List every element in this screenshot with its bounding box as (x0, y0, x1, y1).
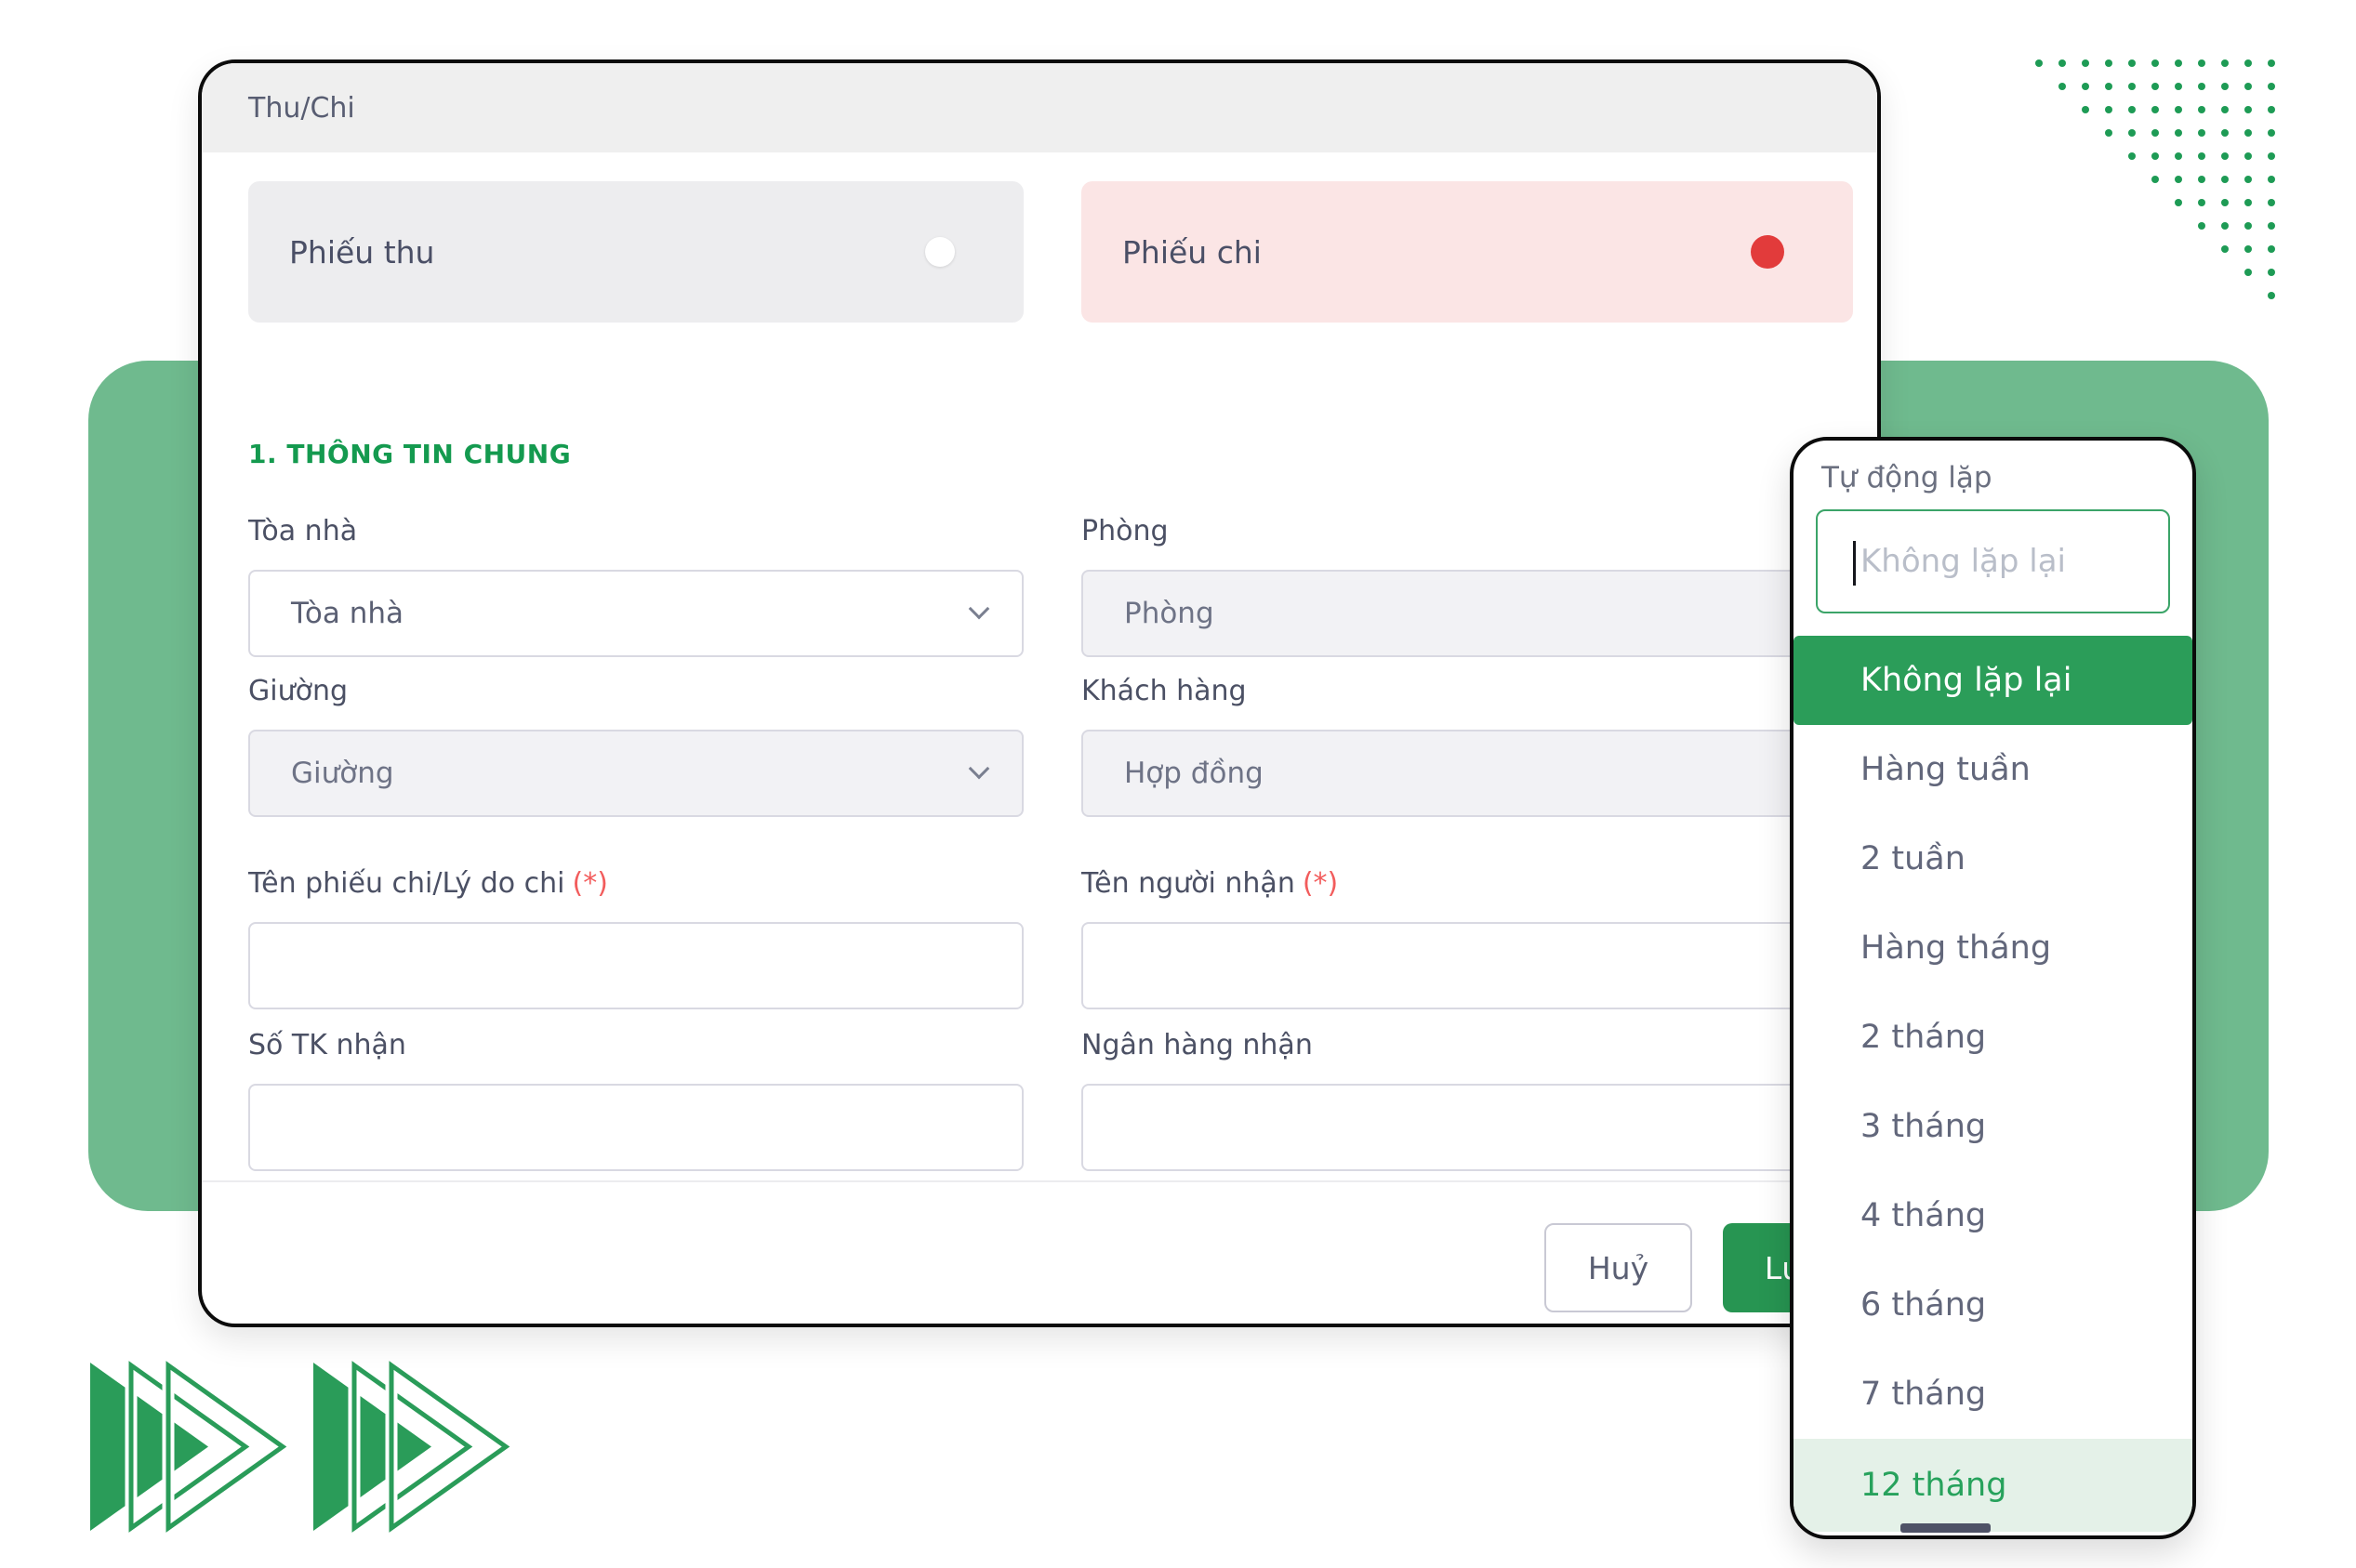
footer-divider (202, 1180, 1877, 1182)
tab-phieu-chi-label: Phiếu chi (1122, 233, 1262, 270)
auto-repeat-input[interactable] (1818, 511, 2168, 612)
ten-nguoi-nhan-input[interactable] (1081, 922, 1853, 1009)
option-khong-lap-lai[interactable]: Không lặp lại (1793, 636, 2192, 725)
text-cursor (1853, 541, 1856, 586)
section-title: 1. THÔNG TIN CHUNG (248, 439, 572, 469)
khach-hang-select[interactable]: Hợp đồng (1081, 730, 1853, 817)
phong-select[interactable]: Phòng (1081, 570, 1853, 657)
field-toa-nha-label: Tòa nhà (248, 515, 358, 547)
scrollbar-thumb[interactable] (1900, 1523, 1991, 1533)
option-4-thang[interactable]: 4 tháng (1860, 1197, 1987, 1234)
auto-repeat-option-list: Không lặp lại Hàng tuần 2 tuần Hàng thán… (1793, 636, 2192, 1532)
so-tk-nhan-input[interactable] (248, 1084, 1024, 1171)
field-ten-nguoi-nhan: Tên người nhận (*) (1081, 867, 1853, 1009)
auto-repeat-input-wrap (1816, 509, 2170, 613)
modal-header: Thu/Chi (202, 63, 1877, 152)
option-3-thang[interactable]: 3 tháng (1860, 1108, 1987, 1145)
option-hang-thang[interactable]: Hàng tháng (1860, 929, 2052, 967)
radio-unselected-icon (925, 237, 955, 267)
auto-repeat-title: Tự động lặp (1821, 461, 1992, 494)
decor-dot-grid (2027, 51, 2283, 307)
giuong-select[interactable]: Giường (248, 730, 1024, 817)
toa-nha-select-value: Tòa nhà (291, 597, 404, 630)
thu-chi-modal: Thu/Chi Phiếu thu Phiếu chi 1. THÔNG TIN… (198, 59, 1881, 1327)
field-ngan-hang-nhan: Ngân hàng nhận (1081, 1029, 1853, 1171)
toa-nha-select[interactable]: Tòa nhà (248, 570, 1024, 657)
field-so-tk-nhan: Số TK nhận (248, 1029, 1024, 1171)
tab-phieu-thu-label: Phiếu thu (289, 233, 435, 270)
field-ten-phieu-chi: Tên phiếu chi/Lý do chi (*) (248, 867, 1024, 1009)
field-ngan-hang-nhan-label: Ngân hàng nhận (1081, 1029, 1313, 1061)
field-giuong-label: Giường (248, 675, 349, 707)
field-ten-nguoi-nhan-label: Tên người nhận (1081, 867, 1295, 900)
field-giuong: Giường Giường (248, 675, 1024, 817)
giuong-select-value: Giường (291, 757, 394, 790)
option-2-tuan[interactable]: 2 tuần (1860, 840, 1966, 877)
tab-phieu-chi[interactable]: Phiếu chi (1081, 181, 1853, 323)
auto-repeat-popover: Tự động lặp Không lặp lại Hàng tuần 2 tu… (1790, 437, 2196, 1539)
tab-phieu-thu[interactable]: Phiếu thu (248, 181, 1024, 323)
field-phong-label: Phòng (1081, 515, 1169, 547)
modal-title: Thu/Chi (248, 91, 355, 125)
option-7-thang[interactable]: 7 tháng (1860, 1376, 1987, 1413)
option-2-thang[interactable]: 2 tháng (1860, 1019, 1987, 1056)
field-khach-hang: Khách hàng Hợp đồng (1081, 675, 1853, 817)
field-ten-phieu-chi-label: Tên phiếu chi/Lý do chi (248, 867, 565, 900)
chevron-down-icon (968, 598, 990, 620)
option-12-thang[interactable]: 12 tháng (1793, 1439, 2192, 1532)
khach-hang-select-value: Hợp đồng (1124, 757, 1264, 790)
phong-select-value: Phòng (1124, 597, 1214, 630)
option-6-thang[interactable]: 6 tháng (1860, 1286, 1987, 1324)
field-phong: Phòng Phòng (1081, 515, 1853, 657)
field-so-tk-nhan-label: Số TK nhận (248, 1029, 406, 1061)
ten-phieu-chi-input[interactable] (248, 922, 1024, 1009)
option-hang-tuan[interactable]: Hàng tuần (1860, 751, 2031, 788)
field-toa-nha: Tòa nhà Tòa nhà (248, 515, 1024, 657)
radio-selected-icon (1751, 235, 1784, 269)
required-star: (*) (1302, 867, 1339, 900)
decor-arrows-icon (90, 1353, 517, 1540)
ngan-hang-nhan-input[interactable] (1081, 1084, 1853, 1171)
field-khach-hang-label: Khách hàng (1081, 675, 1247, 707)
chevron-down-icon (968, 758, 990, 780)
required-star: (*) (572, 867, 608, 900)
cancel-button[interactable]: Huỷ (1544, 1223, 1692, 1312)
